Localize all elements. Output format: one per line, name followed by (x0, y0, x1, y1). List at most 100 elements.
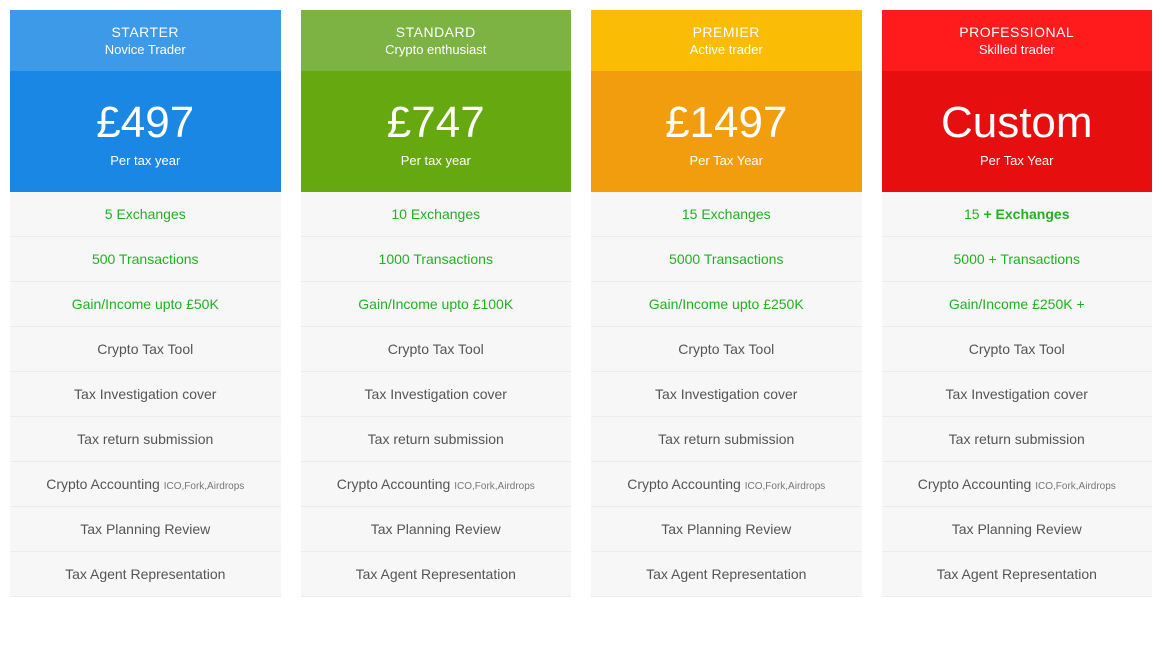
feature-text: Tax return submission (658, 431, 794, 447)
feature-row: Gain/Income upto £100K (301, 282, 572, 327)
plan-title: PREMIER (601, 24, 852, 40)
feature-subtext: ICO,Fork,Airdrops (1035, 481, 1116, 492)
feature-row: Gain/Income upto £50K (10, 282, 281, 327)
feature-text: 500 Transactions (92, 251, 199, 267)
feature-text: Tax Planning Review (661, 521, 791, 537)
feature-row: Tax Investigation cover (591, 372, 862, 417)
plan-price-block: £747Per tax year (301, 71, 572, 192)
plan-period: Per Tax Year (892, 153, 1143, 168)
plan-price: Custom (892, 99, 1143, 147)
feature-text: Tax Agent Representation (937, 566, 1097, 582)
feature-text: Crypto Accounting (627, 476, 745, 492)
feature-text: Tax Investigation cover (655, 386, 797, 402)
feature-text: Crypto Accounting (918, 476, 1036, 492)
feature-row: 5000 Transactions (591, 237, 862, 282)
plan-price: £747 (311, 99, 562, 147)
feature-row: Tax return submission (882, 417, 1153, 462)
feature-text: Tax return submission (77, 431, 213, 447)
plan-professional: PROFESSIONALSkilled trader Custom Per Tax … (882, 10, 1153, 597)
feature-row: 1000 Transactions (301, 237, 572, 282)
plan-period: Per tax year (20, 153, 271, 168)
plan-header: PROFESSIONALSkilled trader (882, 10, 1153, 71)
feature-row: Gain/Income upto £250K (591, 282, 862, 327)
feature-text: 1000 Transactions (379, 251, 493, 267)
feature-row: Tax Planning Review (591, 507, 862, 552)
plan-standard: STANDARD Crypto enthusiast £747Per tax yea… (301, 10, 572, 597)
feature-text: Tax Agent Representation (646, 566, 806, 582)
feature-row: 15 + Exchanges (882, 192, 1153, 237)
feature-text: Tax Investigation cover (74, 386, 216, 402)
feature-row: Tax Investigation cover (882, 372, 1153, 417)
feature-row: Tax Agent Representation (301, 552, 572, 597)
feature-row: 15 Exchanges (591, 192, 862, 237)
plan-header: STANDARD Crypto enthusiast (301, 10, 572, 71)
feature-text: Tax return submission (368, 431, 504, 447)
feature-row: Tax return submission (10, 417, 281, 462)
feature-row: Tax Planning Review (10, 507, 281, 552)
feature-text: 5000 + Transactions (954, 251, 1080, 267)
feature-text: Tax Planning Review (80, 521, 210, 537)
feature-row: Tax Planning Review (301, 507, 572, 552)
feature-row: Crypto Tax Tool (591, 327, 862, 372)
feature-row: Tax return submission (591, 417, 862, 462)
feature-text: Crypto Accounting (46, 476, 164, 492)
feature-row: Tax Agent Representation (10, 552, 281, 597)
feature-text: Tax Investigation cover (365, 386, 507, 402)
plan-price-block: £497Per tax year (10, 71, 281, 192)
plan-price: £1497 (601, 99, 852, 147)
feature-text: Gain/Income upto £100K (358, 296, 513, 312)
feature-row: Crypto Accounting ICO,Fork,Airdrops (10, 462, 281, 507)
feature-text: Crypto Accounting (337, 476, 455, 492)
feature-text: Tax Planning Review (371, 521, 501, 537)
feature-row: Tax Planning Review (882, 507, 1153, 552)
feature-row: Crypto Accounting ICO,Fork,Airdrops (591, 462, 862, 507)
feature-row: 5 Exchanges (10, 192, 281, 237)
feature-text: Crypto Tax Tool (678, 341, 774, 357)
plan-header: PREMIER Active trader (591, 10, 862, 71)
feature-text: Gain/Income upto £50K (72, 296, 219, 312)
feature-text: Tax Planning Review (952, 521, 1082, 537)
feature-row: Tax Agent Representation (591, 552, 862, 597)
plan-period: Per Tax Year (601, 153, 852, 168)
feature-text: 10 Exchanges (391, 206, 480, 222)
feature-row: Tax return submission (301, 417, 572, 462)
feature-text: Tax return submission (949, 431, 1085, 447)
pricing-grid: STARTERNovice Trader£497Per tax year 5 Ex… (10, 10, 1152, 597)
feature-row: Crypto Accounting ICO,Fork,Airdrops (301, 462, 572, 507)
feature-row: 500 Transactions (10, 237, 281, 282)
plan-subtitle: Novice Trader (20, 42, 271, 57)
feature-bold-suffix: + Exchanges (983, 206, 1069, 222)
plan-subtitle: Skilled trader (892, 42, 1143, 57)
feature-row: Gain/Income £250K + (882, 282, 1153, 327)
feature-text: 15 Exchanges (682, 206, 771, 222)
feature-text: Tax Agent Representation (356, 566, 516, 582)
feature-text: Gain/Income upto £250K (649, 296, 804, 312)
plan-price-block: Custom Per Tax Year (882, 71, 1153, 192)
feature-row: Tax Investigation cover (301, 372, 572, 417)
feature-text: Gain/Income £250K + (949, 296, 1085, 312)
plan-subtitle: Active trader (601, 42, 852, 57)
plan-title: STANDARD (311, 24, 562, 40)
feature-subtext: ICO,Fork,Airdrops (454, 481, 535, 492)
feature-text: Crypto Tax Tool (97, 341, 193, 357)
feature-row: Crypto Tax Tool (10, 327, 281, 372)
feature-row: Crypto Tax Tool (301, 327, 572, 372)
feature-row: Tax Agent Representation (882, 552, 1153, 597)
plan-premier: PREMIER Active trader £1497 Per Tax Year 15 … (591, 10, 862, 597)
feature-text: 5 Exchanges (105, 206, 186, 222)
feature-text: Crypto Tax Tool (969, 341, 1065, 357)
feature-text: Tax Agent Representation (65, 566, 225, 582)
feature-row: 10 Exchanges (301, 192, 572, 237)
feature-text: Crypto Tax Tool (388, 341, 484, 357)
feature-text: 5000 Transactions (669, 251, 783, 267)
feature-subtext: ICO,Fork,Airdrops (745, 481, 826, 492)
plan-price-block: £1497 Per Tax Year (591, 71, 862, 192)
plan-header: STARTERNovice Trader (10, 10, 281, 71)
feature-row: Crypto Accounting ICO,Fork,Airdrops (882, 462, 1153, 507)
feature-row: 5000 + Transactions (882, 237, 1153, 282)
feature-row: Tax Investigation cover (10, 372, 281, 417)
plan-subtitle: Crypto enthusiast (311, 42, 562, 57)
feature-row: Crypto Tax Tool (882, 327, 1153, 372)
feature-text: Tax Investigation cover (946, 386, 1088, 402)
feature-subtext: ICO,Fork,Airdrops (164, 481, 245, 492)
